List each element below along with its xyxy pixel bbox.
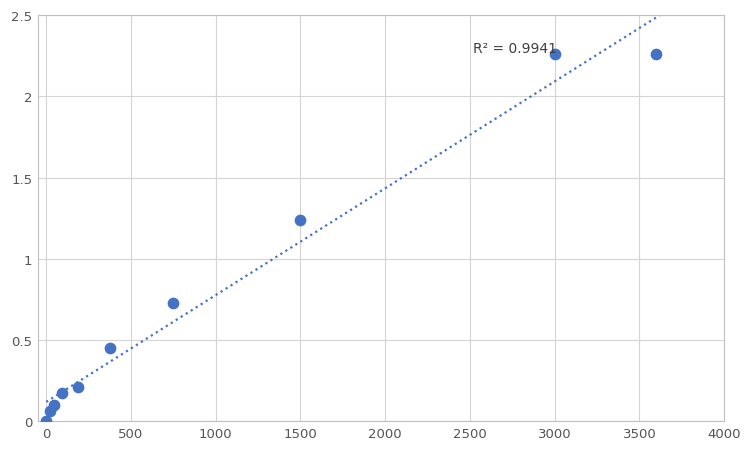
Point xyxy=(56,389,68,396)
Point xyxy=(48,401,60,409)
Point xyxy=(44,407,56,414)
Point xyxy=(650,51,663,59)
Text: R² = 0.9941: R² = 0.9941 xyxy=(473,42,557,56)
Point xyxy=(41,418,53,425)
Point xyxy=(72,384,84,391)
Point xyxy=(168,299,180,307)
Point xyxy=(104,345,116,352)
Point xyxy=(295,217,307,224)
Point xyxy=(549,51,561,59)
